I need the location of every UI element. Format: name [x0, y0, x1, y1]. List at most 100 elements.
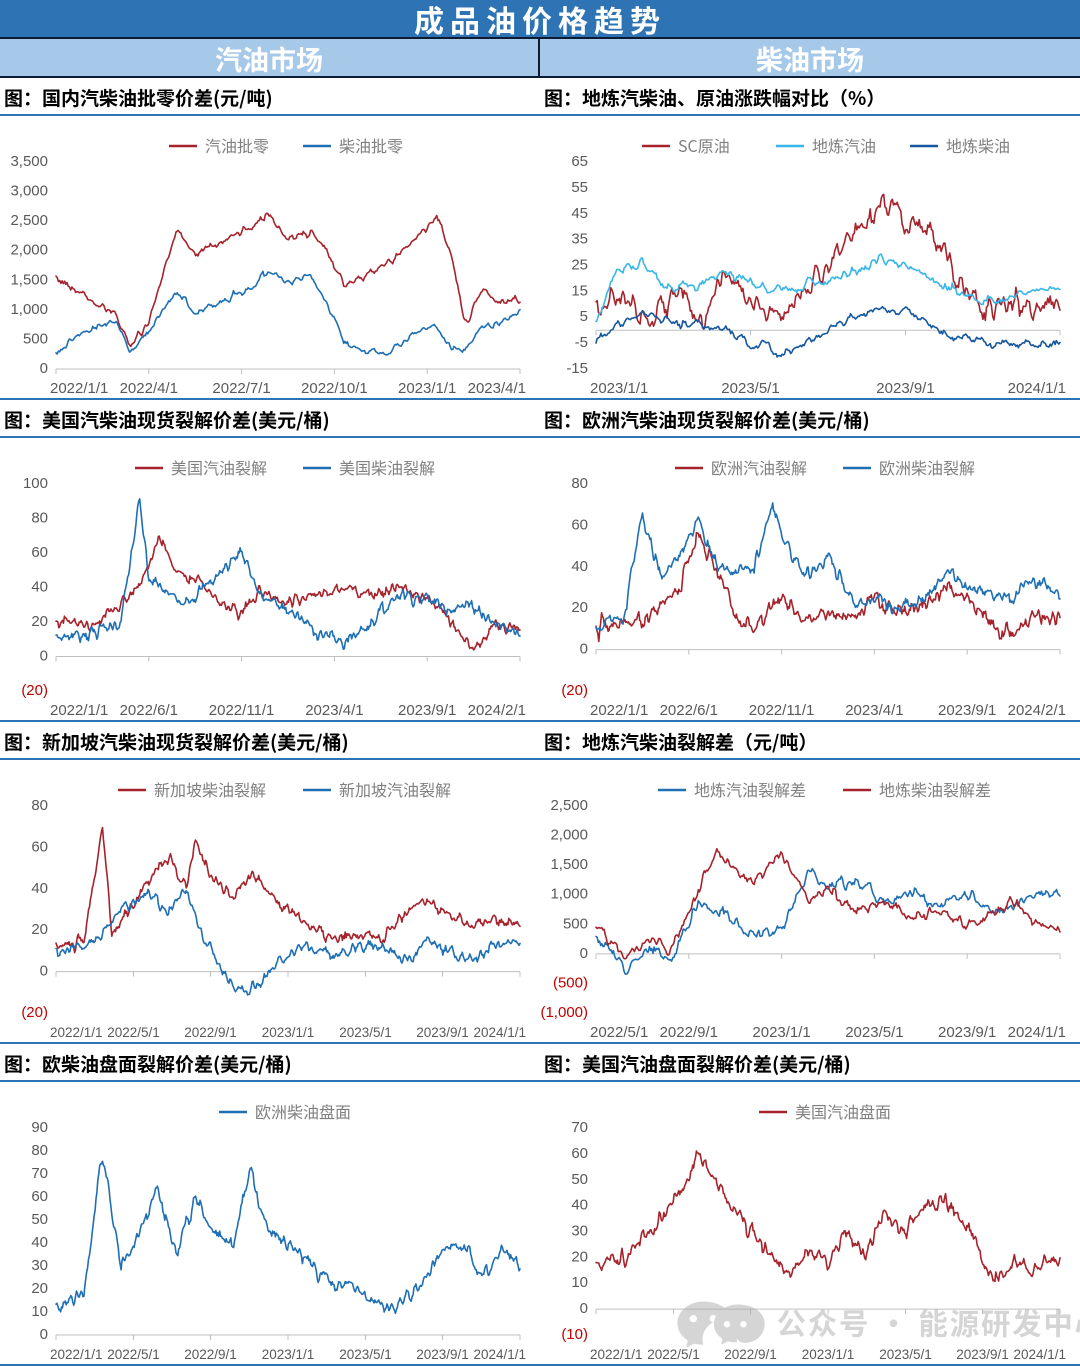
- svg-text:-15: -15: [566, 360, 588, 377]
- svg-text:2024/1/1: 2024/1/1: [473, 1347, 526, 1362]
- svg-text:柴油批零: 柴油批零: [339, 133, 403, 157]
- svg-text:20: 20: [31, 921, 48, 938]
- svg-text:70: 70: [571, 1119, 588, 1136]
- svg-text:100: 100: [23, 475, 48, 492]
- svg-text:20: 20: [31, 613, 48, 630]
- svg-text:2022/11/1: 2022/11/1: [749, 702, 815, 719]
- svg-text:70: 70: [31, 1165, 48, 1182]
- svg-text:欧洲柴油盘面: 欧洲柴油盘面: [255, 1099, 351, 1123]
- svg-text:2023/9/1: 2023/9/1: [938, 1024, 996, 1041]
- svg-text:90: 90: [31, 1119, 48, 1136]
- svg-text:80: 80: [571, 475, 588, 492]
- svg-text:40: 40: [571, 1197, 588, 1214]
- svg-text:20: 20: [571, 599, 588, 616]
- svg-text:公众号 · 能源研发中心: 公众号 · 能源研发中心: [776, 1302, 1080, 1344]
- svg-text:2023/1/1: 2023/1/1: [590, 380, 648, 397]
- svg-text:2023/9/1: 2023/9/1: [416, 1025, 469, 1040]
- svg-text:2023/1/1: 2023/1/1: [752, 1024, 810, 1041]
- svg-text:65: 65: [571, 153, 588, 170]
- svg-text:地炼汽油裂解差: 地炼汽油裂解差: [694, 777, 806, 801]
- svg-text:地炼柴油: 地炼柴油: [946, 133, 1010, 157]
- svg-text:2023/1/1: 2023/1/1: [262, 1347, 315, 1362]
- svg-text:50: 50: [571, 1171, 588, 1188]
- svg-text:1,500: 1,500: [550, 856, 588, 873]
- svg-text:2022/9/1: 2022/9/1: [184, 1025, 237, 1040]
- svg-text:2024/1/1: 2024/1/1: [1008, 1024, 1066, 1041]
- svg-text:2022/1/1: 2022/1/1: [50, 1347, 103, 1362]
- svg-text:美国汽油盘面: 美国汽油盘面: [795, 1099, 891, 1123]
- svg-text:(500): (500): [553, 974, 588, 991]
- svg-text:2024/1/1: 2024/1/1: [1008, 380, 1066, 397]
- svg-text:0: 0: [40, 360, 48, 377]
- svg-text:3,500: 3,500: [10, 153, 48, 170]
- svg-text:2023/9/1: 2023/9/1: [876, 380, 934, 397]
- svg-text:(20): (20): [561, 682, 588, 699]
- svg-text:40: 40: [31, 1234, 48, 1251]
- svg-text:2022/9/1: 2022/9/1: [184, 1347, 237, 1362]
- svg-text:2023/9/1: 2023/9/1: [398, 702, 456, 719]
- svg-text:2023/1/1: 2023/1/1: [262, 1025, 315, 1040]
- svg-text:汽油批零: 汽油批零: [205, 133, 269, 157]
- svg-text:(20): (20): [21, 682, 48, 699]
- svg-text:2022/6/1: 2022/6/1: [120, 702, 178, 719]
- svg-text:2022/6/1: 2022/6/1: [660, 702, 718, 719]
- svg-text:2023/4/1: 2023/4/1: [468, 380, 526, 397]
- svg-text:40: 40: [31, 579, 48, 596]
- svg-text:1,000: 1,000: [10, 301, 48, 318]
- svg-text:2022/1/1: 2022/1/1: [50, 702, 108, 719]
- svg-text:15: 15: [571, 282, 588, 299]
- svg-text:美国柴油裂解: 美国柴油裂解: [339, 455, 435, 479]
- svg-text:2023/5/1: 2023/5/1: [339, 1025, 392, 1040]
- svg-text:60: 60: [31, 838, 48, 855]
- svg-text:30: 30: [31, 1257, 48, 1274]
- svg-text:5: 5: [580, 308, 588, 325]
- svg-text:0: 0: [40, 1326, 48, 1343]
- svg-text:20: 20: [31, 1280, 48, 1297]
- svg-text:2023/1/1: 2023/1/1: [398, 380, 456, 397]
- svg-text:2022/4/1: 2022/4/1: [120, 380, 178, 397]
- svg-text:60: 60: [571, 1145, 588, 1162]
- svg-text:2023/9/1: 2023/9/1: [938, 702, 996, 719]
- svg-text:2023/9/1: 2023/9/1: [416, 1347, 469, 1362]
- svg-text:60: 60: [31, 1188, 48, 1205]
- svg-text:20: 20: [571, 1248, 588, 1265]
- svg-text:2022/5/1: 2022/5/1: [590, 1024, 648, 1041]
- svg-text:2022/11/1: 2022/11/1: [209, 702, 275, 719]
- svg-text:2,500: 2,500: [10, 212, 48, 229]
- svg-text:2023/5/1: 2023/5/1: [339, 1347, 392, 1362]
- svg-text:500: 500: [23, 330, 48, 347]
- svg-text:0: 0: [40, 963, 48, 980]
- svg-text:2022/1/1: 2022/1/1: [590, 1347, 643, 1362]
- svg-text:新加坡汽油裂解: 新加坡汽油裂解: [339, 777, 451, 801]
- svg-text:2023/4/1: 2023/4/1: [305, 702, 363, 719]
- svg-text:2024/2/1: 2024/2/1: [468, 702, 526, 719]
- svg-text:2022/5/1: 2022/5/1: [107, 1025, 160, 1040]
- svg-text:25: 25: [571, 257, 588, 274]
- svg-text:60: 60: [571, 516, 588, 533]
- svg-text:(1,000): (1,000): [540, 1004, 588, 1021]
- svg-text:(20): (20): [21, 1004, 48, 1021]
- svg-text:10: 10: [31, 1303, 48, 1320]
- svg-text:2022/1/1: 2022/1/1: [590, 702, 648, 719]
- svg-text:欧洲汽油裂解: 欧洲汽油裂解: [711, 455, 807, 479]
- svg-text:欧洲柴油裂解: 欧洲柴油裂解: [879, 455, 975, 479]
- svg-text:80: 80: [31, 797, 48, 814]
- svg-text:1,500: 1,500: [10, 271, 48, 288]
- svg-text:-5: -5: [575, 334, 588, 351]
- svg-text:35: 35: [571, 231, 588, 248]
- svg-text:2024/2/1: 2024/2/1: [1008, 702, 1066, 719]
- svg-text:地炼柴油裂解差: 地炼柴油裂解差: [879, 777, 991, 801]
- svg-text:0: 0: [580, 641, 588, 658]
- svg-text:60: 60: [31, 544, 48, 561]
- svg-text:2022/9/1: 2022/9/1: [660, 1024, 718, 1041]
- svg-text:2023/4/1: 2023/4/1: [845, 702, 903, 719]
- svg-text:30: 30: [571, 1223, 588, 1240]
- svg-text:SC原油: SC原油: [678, 133, 730, 157]
- svg-text:0: 0: [580, 1300, 588, 1317]
- svg-text:0: 0: [580, 945, 588, 962]
- svg-text:2022/7/1: 2022/7/1: [212, 380, 270, 397]
- svg-text:2023/5/1: 2023/5/1: [845, 1024, 903, 1041]
- svg-text:2,000: 2,000: [10, 242, 48, 259]
- svg-text:45: 45: [571, 205, 588, 222]
- svg-text:2,500: 2,500: [550, 797, 588, 814]
